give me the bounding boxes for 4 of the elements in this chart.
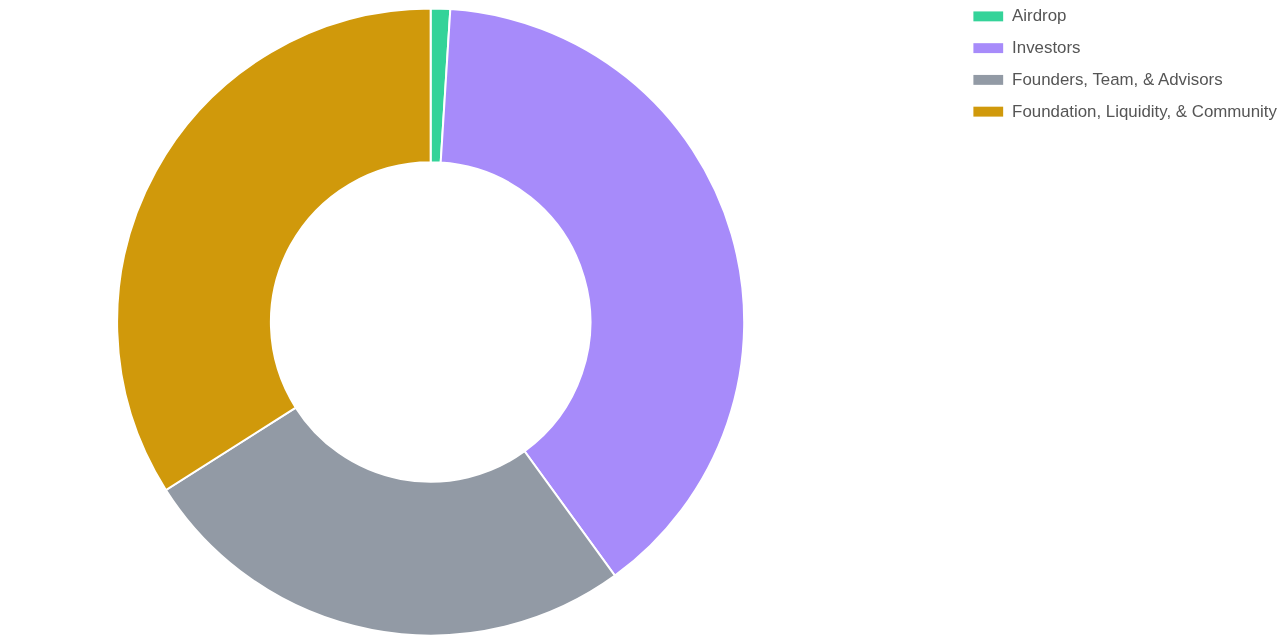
- legend-label: Founders, Team, & Advisors: [1012, 69, 1223, 89]
- legend-label: Investors: [1012, 38, 1081, 58]
- legend-label: Airdrop: [1012, 6, 1067, 26]
- legend-label: Foundation, Liquidity, & Community: [1012, 101, 1278, 121]
